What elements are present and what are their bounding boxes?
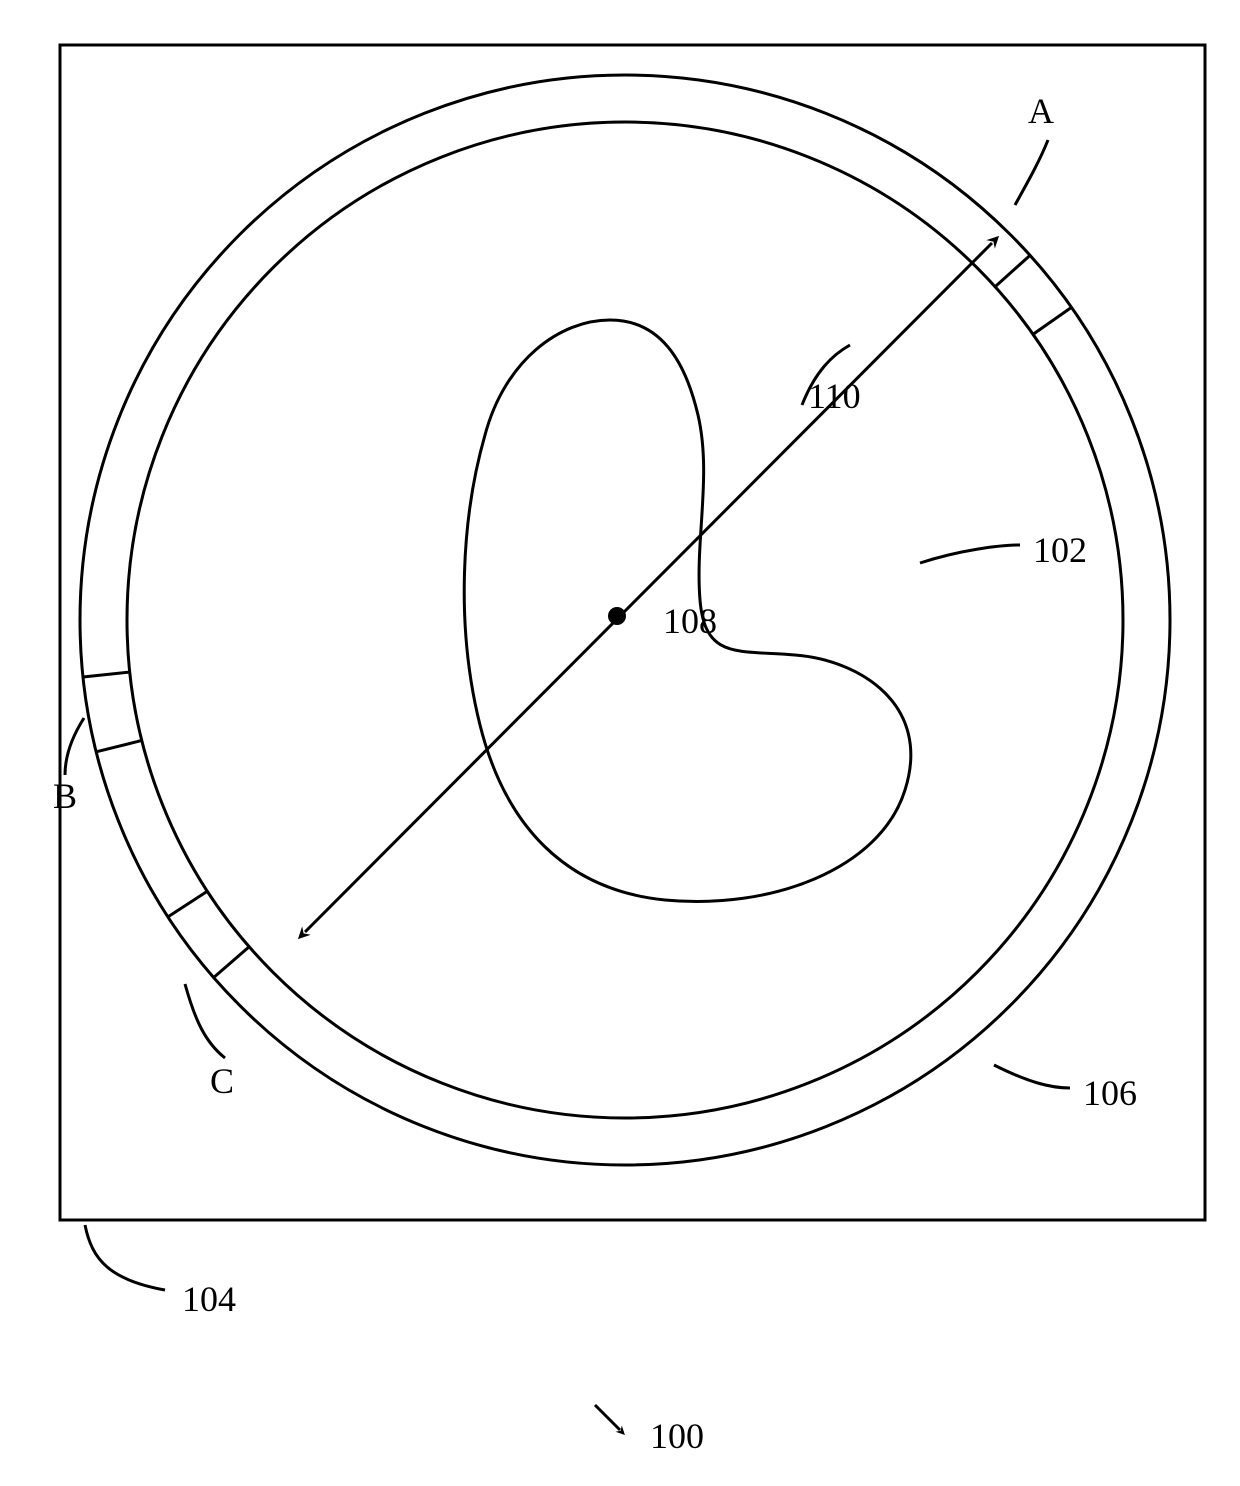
label-100: 100 (650, 1415, 704, 1457)
label-106: 106 (1083, 1072, 1137, 1114)
detector-segment-b (83, 672, 142, 752)
label-110: 110 (808, 375, 861, 417)
figure-canvas (0, 0, 1240, 1486)
leader-100 (595, 1405, 620, 1430)
frame-rect (60, 45, 1205, 1220)
leader-104 (85, 1225, 165, 1290)
leader-a (1015, 140, 1048, 205)
leader-b (65, 718, 84, 775)
label-108: 108 (663, 600, 717, 642)
detector-segment-a (995, 255, 1071, 334)
leader-106 (994, 1065, 1070, 1088)
center-dot (608, 607, 626, 625)
leader-102 (920, 545, 1020, 563)
label-c: C (210, 1060, 234, 1102)
label-104: 104 (182, 1278, 236, 1320)
ray-line (305, 243, 992, 932)
label-b: B (53, 775, 77, 817)
label-a: A (1028, 90, 1054, 132)
leader-c (185, 984, 225, 1058)
label-102: 102 (1033, 529, 1087, 571)
